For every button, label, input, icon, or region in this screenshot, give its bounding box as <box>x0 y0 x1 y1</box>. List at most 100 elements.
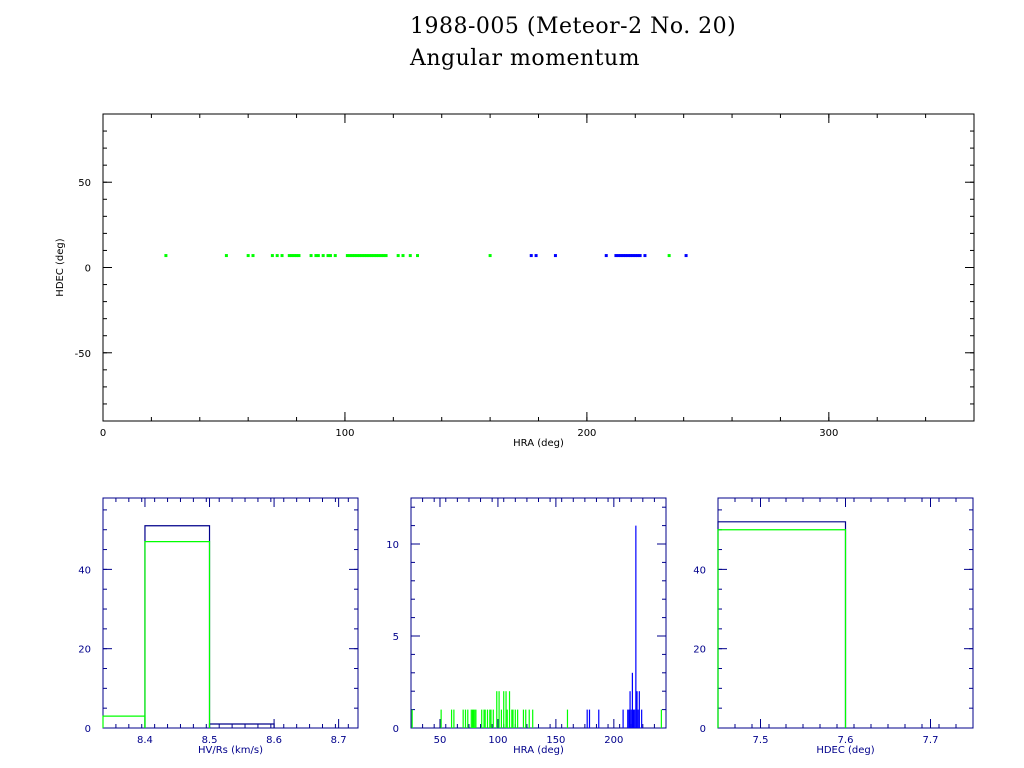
y-tick-label: 5 <box>393 632 399 643</box>
y-tick-label: 0 <box>85 724 91 735</box>
scatter-point <box>408 254 412 258</box>
scatter-point <box>384 254 388 258</box>
x-tick-label: 7.6 <box>838 735 854 746</box>
x-tick-label: 150 <box>546 735 565 746</box>
scatter-point <box>628 254 632 258</box>
scatter-point <box>314 254 318 258</box>
plot-frame <box>102 113 975 422</box>
x-tick-label: 0 <box>100 428 106 439</box>
scatter-point <box>355 254 359 258</box>
scatter-point <box>372 254 376 258</box>
x-tick-label: 8.7 <box>331 735 347 746</box>
scatter-point <box>246 254 250 258</box>
scatter-point <box>614 254 618 258</box>
scatter-point <box>488 254 492 258</box>
scatter-point <box>604 254 608 258</box>
x-axis-label: HV/Rs (km/s) <box>198 745 263 756</box>
scatter-point <box>382 254 386 258</box>
scatter-point <box>280 254 284 258</box>
scatter-point <box>290 254 294 258</box>
scatter-point <box>328 254 332 258</box>
y-tick-label: 0 <box>85 264 91 275</box>
scatter-point <box>379 254 383 258</box>
scatter-point <box>164 254 168 258</box>
x-tick-label: 8.5 <box>202 735 218 746</box>
y-tick-label: 20 <box>78 645 91 656</box>
scatter-point <box>624 254 628 258</box>
scatter-point <box>353 254 357 258</box>
scatter-point <box>251 254 255 258</box>
scatter-point <box>345 254 349 258</box>
scatter-point <box>357 254 361 258</box>
x-tick-label: 200 <box>577 428 596 439</box>
y-tick-label: 20 <box>693 645 706 656</box>
scatter-point <box>553 254 557 258</box>
scatter-point <box>377 254 381 258</box>
plot-frame <box>410 497 667 729</box>
scatter-point <box>416 254 420 258</box>
x-tick-label: 200 <box>604 735 623 746</box>
y-tick-label: 50 <box>78 178 91 189</box>
scatter-point <box>401 254 405 258</box>
x-tick-label: 300 <box>819 428 838 439</box>
scatter-point <box>631 254 635 258</box>
chart-title: 1988-005 (Meteor-2 No. 20) <box>410 14 737 39</box>
y-tick-label: -50 <box>75 349 91 360</box>
scatter-point <box>350 254 354 258</box>
histogram-bar <box>717 521 847 728</box>
chart-subtitle: Angular momentum <box>410 46 640 71</box>
scatter-point <box>326 254 330 258</box>
scatter-point <box>633 254 637 258</box>
scatter-point <box>529 254 533 258</box>
y-tick-label: 0 <box>393 724 399 735</box>
scatter-point <box>370 254 374 258</box>
scatter-point <box>621 254 625 258</box>
scatter-point <box>367 254 371 258</box>
y-tick-label: 40 <box>693 565 706 576</box>
histogram-bar <box>102 715 146 728</box>
scatter-point <box>626 254 630 258</box>
scatter-point <box>270 254 274 258</box>
scatter-point <box>348 254 352 258</box>
scatter-point <box>224 254 228 258</box>
scatter-point <box>297 254 301 258</box>
scatter-point <box>292 254 296 258</box>
y-axis-label: HDEC (deg) <box>55 238 66 296</box>
x-tick-label: 8.4 <box>137 735 153 746</box>
y-tick-label: 0 <box>700 724 706 735</box>
scatter-point <box>534 254 538 258</box>
x-tick-label: 7.7 <box>923 735 939 746</box>
scatter-point <box>667 254 671 258</box>
scatter-point <box>643 254 647 258</box>
scatter-point <box>684 254 688 258</box>
histogram-bar <box>717 529 847 728</box>
y-tick-label: 40 <box>78 565 91 576</box>
x-tick-label: 8.6 <box>266 735 282 746</box>
x-axis-label: HDEC (deg) <box>816 745 874 756</box>
x-tick-label: 100 <box>488 735 507 746</box>
scatter-point <box>636 254 640 258</box>
x-tick-label: 7.5 <box>753 735 769 746</box>
scatter-point <box>295 254 299 258</box>
scatter-point <box>396 254 400 258</box>
x-tick-label: 50 <box>434 735 447 746</box>
scatter-point <box>362 254 366 258</box>
y-tick-label: 10 <box>386 540 399 551</box>
scatter-point <box>638 254 642 258</box>
scatter-point <box>619 254 623 258</box>
x-axis-label: HRA (deg) <box>513 438 564 449</box>
scatter-point <box>360 254 364 258</box>
plot-frame <box>102 497 359 729</box>
scatter-point <box>374 254 378 258</box>
scatter-point <box>316 254 320 258</box>
scatter-point <box>616 254 620 258</box>
histogram-bar <box>144 541 211 728</box>
scatter-point <box>365 254 369 258</box>
scatter-point <box>287 254 291 258</box>
scatter-point <box>275 254 279 258</box>
scatter-point <box>333 254 337 258</box>
x-axis-label: HRA (deg) <box>513 745 564 756</box>
histogram-bar <box>144 525 211 728</box>
scatter-point <box>321 254 325 258</box>
